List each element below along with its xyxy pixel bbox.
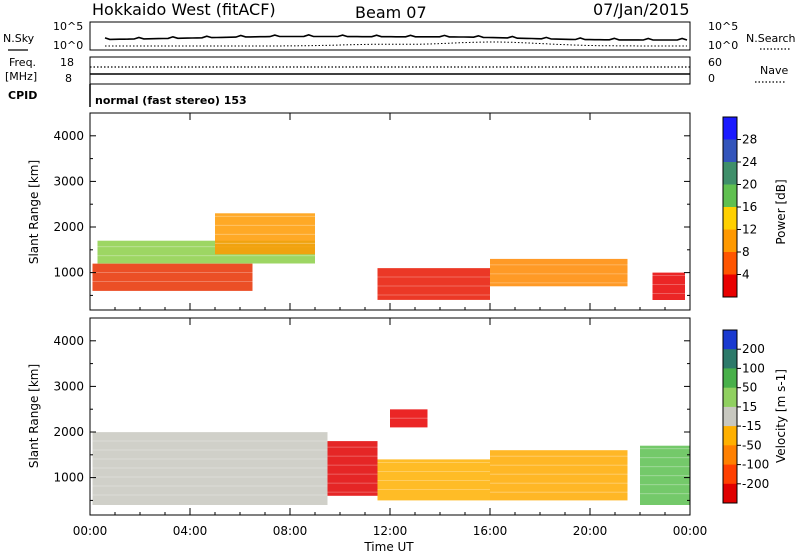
x-tick-label: 12:00: [373, 524, 408, 538]
colorbar-swatch: [723, 387, 737, 408]
y-tick-label: 2000: [53, 425, 84, 439]
data-region: [490, 258, 628, 287]
time-x-axis: 00:00 04:00 08:00 12:00 16:00 20:00 00:00: [73, 113, 708, 538]
nsearch-bottom-label: 10^0: [708, 39, 738, 52]
colorbar-swatch: [723, 139, 737, 163]
y-tick-label: 2000: [53, 220, 84, 234]
x-tick-label: 20:00: [573, 524, 608, 538]
data-region: [390, 409, 428, 428]
colorbar-swatch: [723, 207, 737, 230]
colorbar-tick-label: 28: [742, 133, 757, 147]
x-tick-label: 00:00: [673, 524, 708, 538]
x-tick-label: 16:00: [473, 524, 508, 538]
colorbar-tick-label: 15: [742, 400, 757, 414]
colorbar-tick-label: 50: [742, 381, 757, 395]
colorbar-tick-label: -200: [742, 477, 769, 491]
velocity-y-axis: 1000 2000 3000 4000: [53, 334, 690, 501]
data-region: [92, 432, 328, 505]
colorbar-swatch: [723, 252, 737, 275]
y-tick-label: 3000: [53, 174, 84, 188]
freq-panel: [89, 56, 691, 85]
colorbar-swatch: [723, 330, 737, 350]
freq-bottom-label: 8: [65, 72, 72, 85]
colorbar-tick-label: 12: [742, 223, 757, 237]
colorbar-tick-label: 16: [742, 200, 757, 214]
colorbar-tick-label: 20: [742, 178, 757, 192]
colorbar-swatch: [723, 406, 737, 427]
velocity-colorbar: 200 100 50 15 -15 -50 -100 -200: [722, 329, 769, 504]
nave-label: Nave: [760, 64, 788, 77]
colorbar-tick-label: 24: [742, 155, 757, 169]
colorbar-swatch: [723, 117, 737, 140]
data-region: [377, 459, 490, 501]
velocity-data-layer: [92, 408, 690, 505]
y-tick-label: 4000: [53, 129, 84, 143]
data-region: [215, 213, 315, 255]
nsky-trace: [104, 34, 688, 41]
power-y-label: Slant Range [km]: [27, 160, 41, 264]
power-colorbar-label: Power [dB]: [774, 179, 788, 244]
nsky-panel: [89, 21, 691, 51]
power-colorbar: 4 8 12 16 20 24 28: [722, 116, 757, 298]
colorbar-tick-label: -100: [742, 458, 769, 472]
cpid-label: CPID: [8, 89, 37, 102]
y-tick-label: 1000: [53, 471, 84, 485]
freq-label: Freq.: [9, 56, 36, 69]
y-tick-label: 4000: [53, 334, 84, 348]
colorbar-swatch: [723, 162, 737, 185]
nave-bottom-label: 0: [708, 72, 715, 85]
colorbar-swatch: [723, 445, 737, 465]
data-region: [652, 272, 685, 300]
x-tick-label: 04:00: [173, 524, 208, 538]
data-region: [92, 263, 253, 291]
colorbar-tick-label: 8: [742, 245, 750, 259]
colorbar-swatch: [723, 368, 737, 389]
freq-unit-label: [MHz]: [5, 70, 37, 83]
data-region: [640, 445, 690, 505]
date-title: 07/Jan/2015: [593, 0, 690, 19]
nsky-label: N.Sky: [3, 32, 35, 45]
colorbar-swatch: [723, 464, 737, 485]
data-region: [377, 268, 490, 300]
colorbar-tick-label: 200: [742, 342, 765, 356]
data-region: [327, 441, 378, 496]
nsky-top-label: 10^5: [53, 20, 83, 33]
colorbar-swatch: [723, 483, 737, 504]
velocity-y-label: Slant Range [km]: [27, 364, 41, 468]
beam-title: Beam 07: [355, 3, 427, 22]
colorbar-frame: [722, 329, 738, 504]
colorbar-swatch: [723, 274, 737, 298]
x-tick-label: 00:00: [73, 524, 108, 538]
y-tick-label: 1000: [53, 266, 84, 280]
colorbar-swatch: [723, 184, 737, 208]
nave-top-label: 60: [708, 56, 722, 69]
data-region: [490, 450, 628, 501]
colorbar-tick-label: -50: [742, 438, 762, 452]
colorbar-tick-label: 100: [742, 361, 765, 375]
cpid-text: normal (fast stereo) 153: [95, 94, 247, 107]
nsearch-label: N.Search: [746, 32, 796, 45]
nsearch-top-label: 10^5: [708, 20, 738, 33]
power-y-axis: 1000 2000 3000 4000: [53, 129, 690, 296]
colorbar-swatch: [723, 229, 737, 253]
x-axis-label: Time UT: [363, 540, 414, 554]
station-title: Hokkaido West (fitACF): [92, 0, 276, 19]
freq-top-label: 18: [60, 56, 74, 69]
power-data-layer: [92, 213, 685, 300]
colorbar-tick-label: 4: [742, 268, 750, 282]
y-tick-label: 3000: [53, 379, 84, 393]
nsky-bottom-label: 10^0: [53, 39, 83, 52]
nsearch-trace: [105, 41, 687, 47]
colorbar-swatch: [723, 426, 737, 446]
velocity-colorbar-label: Velocity [m s-1]: [774, 369, 788, 463]
colorbar-swatch: [723, 349, 737, 369]
x-tick-label: 08:00: [273, 524, 308, 538]
colorbar-tick-label: -15: [742, 419, 762, 433]
